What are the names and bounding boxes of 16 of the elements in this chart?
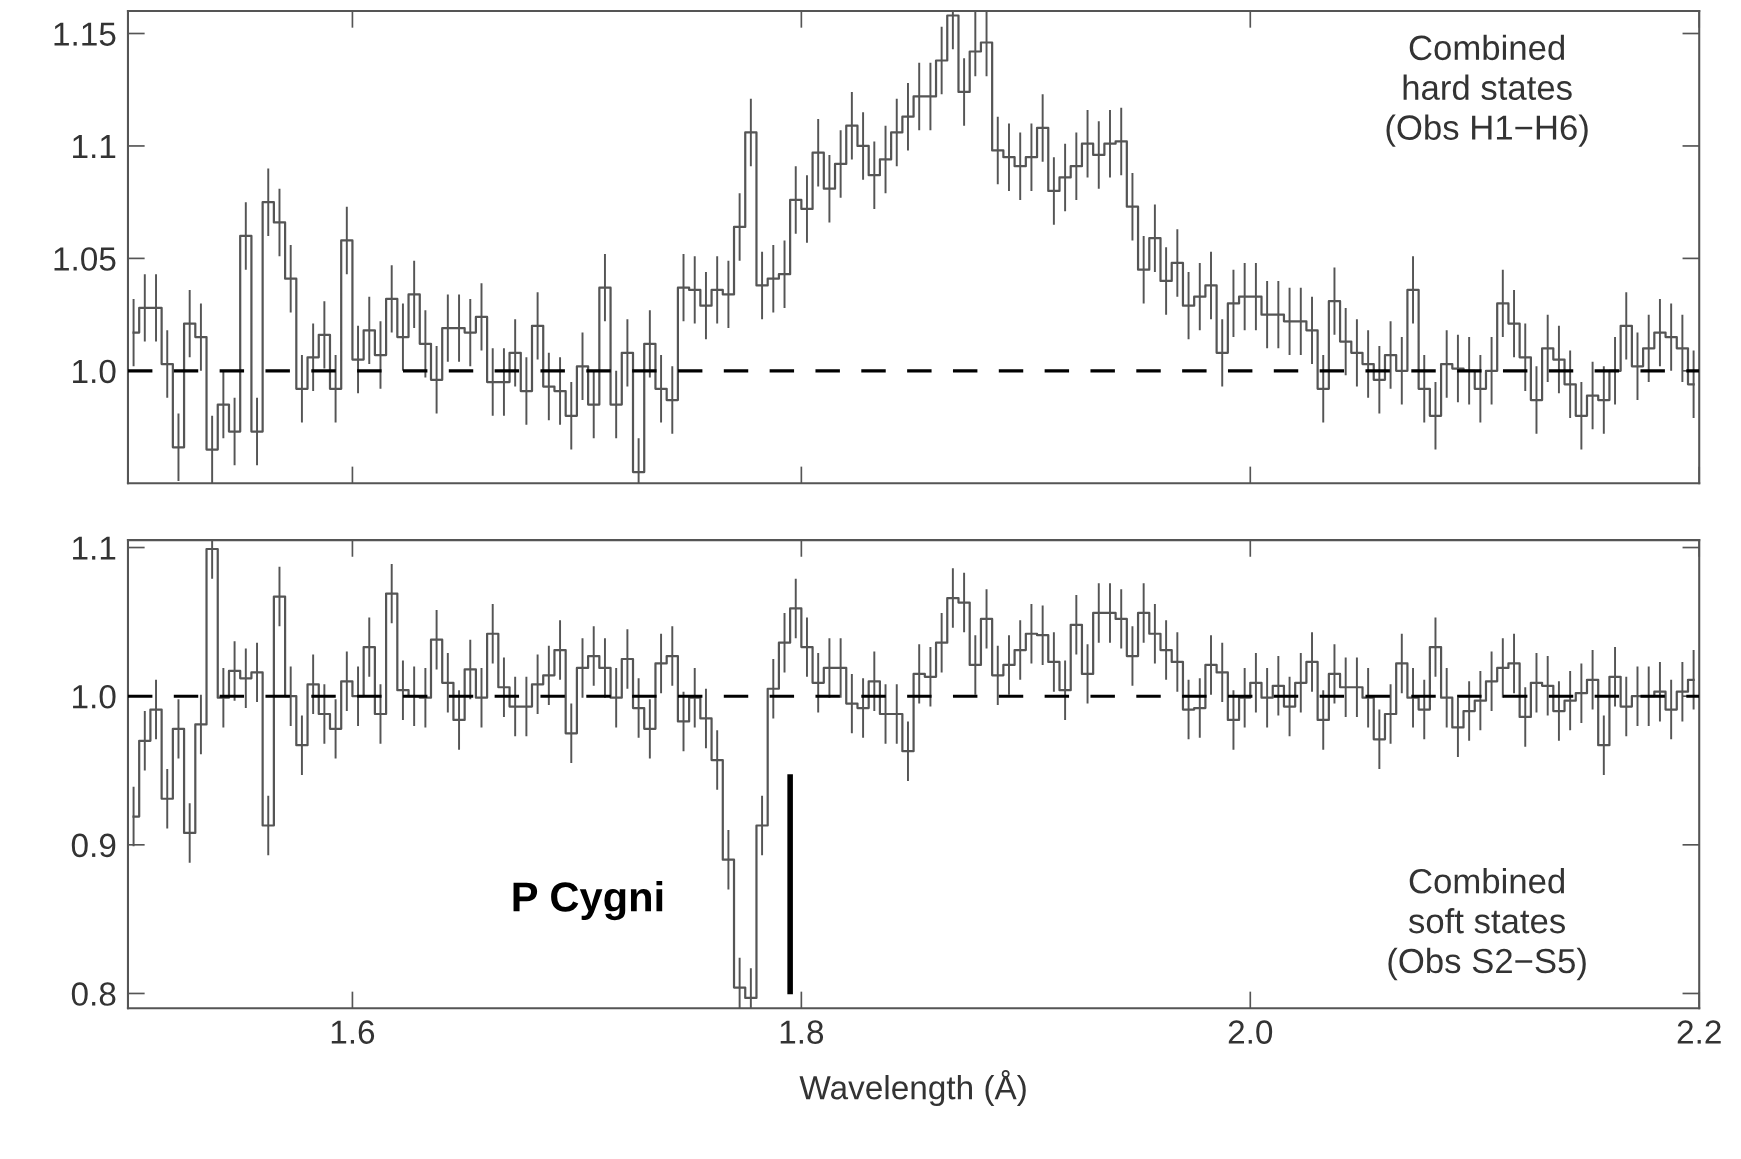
y-tick-label: 1.1: [73, 536, 116, 560]
x-tick-label: 1.8: [780, 1020, 824, 1044]
y-tick-label: 1.0: [73, 684, 116, 709]
ref-line-label: P Cygni: [513, 881, 663, 921]
y-tick-label: 0.8: [71, 982, 116, 1006]
y-tick-label: 0.9: [71, 833, 116, 858]
y-tick-label: 1.15: [54, 22, 116, 46]
annotation: Combined soft states (Obs S2−S5): [1388, 868, 1586, 981]
x-tick-label: 1.6: [331, 1020, 375, 1044]
y-tick-label: 1.1: [73, 135, 116, 159]
x-tick-label: 2.0: [1228, 1020, 1273, 1044]
x-tick-label: 2.2: [1677, 1020, 1721, 1044]
annotation: Combined hard states (Obs H1−H6): [1386, 34, 1588, 147]
y-tick-label: 1.05: [54, 247, 116, 271]
y-tick-label: 1.0: [73, 359, 116, 384]
x-axis-title: Wavelength (Å): [799, 1069, 1026, 1107]
